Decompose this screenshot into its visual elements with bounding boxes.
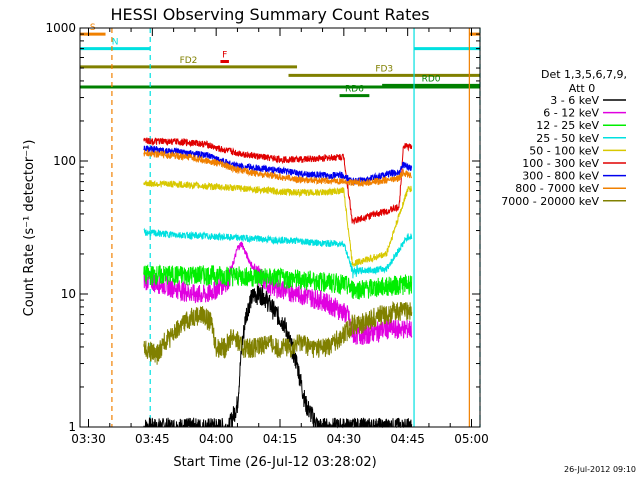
footer-timestamp: 26-Jul-2012 09:10 [564,465,636,474]
y-tick-label-3: 1000 [45,21,76,35]
axes: 03:30 03:45 04:00 04:15 04:30 04:45 05:00 1 10 10… [45,21,488,446]
y-axis-label: Count Rate (s⁻¹ detector⁻¹) [22,140,37,317]
series-line-8 [143,300,413,365]
x-tick-label-0: 03:30 [71,432,106,446]
legend-label-6: 300 - 800 keV [522,170,599,183]
legend-title-line2: Att 0 [569,82,595,95]
legend-label-8: 7000 - 20000 keV [501,195,599,208]
legend-label-3: 25 - 50 keV [536,132,599,145]
series-line-5 [143,137,413,225]
series-line-2 [143,263,413,300]
state-bar-label-rd0: RD0 [422,74,441,84]
x-tick-label-4: 04:30 [327,432,362,446]
series-line-3 [143,227,413,279]
legend-label-0: 3 - 6 keV [550,94,599,107]
state-bar-label-rd6: RD6 [345,85,364,95]
x-tick-label-5: 04:45 [390,432,425,446]
x-tick-label-2: 04:00 [199,432,234,446]
state-bar-label-f: F [222,50,227,60]
y-tick-label-2: 100 [53,154,76,168]
x-tick-label-3: 04:15 [263,432,298,446]
legend-label-1: 6 - 12 keV [543,107,599,120]
series-line-4 [143,179,413,268]
legend-label-5: 100 - 300 keV [522,157,599,170]
state-bar-label-fd2: FD2 [180,56,198,66]
y-tick-label-1: 10 [61,287,76,301]
state-bar-label-n: N [112,38,119,48]
legend-title-line1: Det 1,3,5,6,7,9, [541,68,627,81]
series-line-7 [143,149,413,187]
x-axis-label: Start Time (26-Jul-12 03:28:02) [173,455,376,470]
legend-label-4: 50 - 100 keV [529,144,599,157]
legend-label-7: 800 - 7000 keV [515,182,599,195]
x-tick-label-6: 05:00 [454,432,489,446]
legend-label-2: 12 - 25 keV [536,119,599,132]
y-tick-label-0: 1 [68,420,76,434]
x-tick-label-1: 03:45 [135,432,170,446]
series-line-0 [143,284,413,429]
chart-title: HESSI Observing Summary Count Rates [110,5,429,24]
state-bar-label-fd3: FD3 [375,64,393,74]
